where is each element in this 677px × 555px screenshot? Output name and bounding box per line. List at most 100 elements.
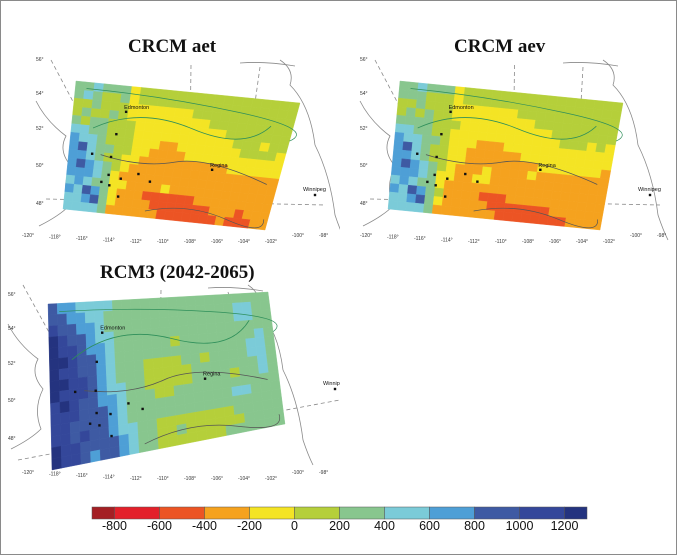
heatmap-cell bbox=[459, 198, 470, 209]
city-marker bbox=[107, 173, 110, 177]
heatmap-cell bbox=[556, 156, 568, 167]
heatmap-cell bbox=[142, 348, 154, 360]
heatmap-cell bbox=[478, 192, 489, 202]
heatmap-cell bbox=[154, 166, 166, 177]
heatmap-cell bbox=[601, 109, 613, 120]
heatmap-cell bbox=[452, 180, 464, 191]
city-marker bbox=[110, 434, 113, 438]
heatmap-cell bbox=[461, 181, 473, 192]
heatmap-cell bbox=[517, 170, 529, 180]
heatmap-cell bbox=[58, 346, 69, 359]
heatmap-cell bbox=[534, 180, 545, 191]
heatmap-cell bbox=[194, 295, 205, 306]
river-north-saskatchewan bbox=[417, 117, 597, 140]
map-panel-crcm-aet: 56° 54° 52° 50° 48° -120° -118° -116° -114° -112°… bbox=[22, 57, 340, 245]
heatmap-cell bbox=[80, 193, 91, 204]
heatmap-cell bbox=[123, 350, 135, 363]
heatmap-cell bbox=[69, 399, 80, 413]
heatmap-cell bbox=[202, 380, 213, 392]
heatmap-cell bbox=[212, 388, 224, 400]
heatmap-cell bbox=[70, 431, 81, 445]
heatmap-cell bbox=[547, 95, 559, 106]
heatmap-cell bbox=[497, 185, 508, 196]
heatmap-cell bbox=[226, 339, 238, 351]
heatmap-cell bbox=[417, 82, 429, 93]
heatmap-cell bbox=[167, 435, 179, 448]
heatmap-cell bbox=[531, 197, 543, 208]
heatmap-cell bbox=[194, 410, 206, 423]
heatmap-cell bbox=[424, 100, 436, 111]
heatmap-cell bbox=[473, 157, 485, 167]
heatmap-cell bbox=[99, 447, 111, 461]
heatmap-cell bbox=[170, 124, 182, 135]
heatmap-cell bbox=[151, 347, 163, 359]
heatmap-cell bbox=[133, 359, 145, 372]
heatmap-cell bbox=[241, 301, 253, 312]
heatmap-cell bbox=[587, 185, 599, 196]
heatmap-cell bbox=[147, 157, 158, 167]
heatmap-cell bbox=[83, 90, 94, 101]
heatmap-cell bbox=[109, 101, 121, 112]
heatmap-cell bbox=[67, 334, 78, 347]
heatmap-cell bbox=[116, 119, 128, 130]
heatmap-cell bbox=[120, 154, 132, 165]
heatmap-cell bbox=[501, 151, 513, 162]
colorbar-tick-label: 0 bbox=[291, 519, 298, 533]
lon-tick-label: -100° bbox=[292, 233, 304, 239]
heatmap-cell bbox=[120, 93, 131, 104]
heatmap-cell bbox=[446, 154, 458, 165]
heatmap-cell bbox=[168, 316, 179, 328]
heatmap-cell bbox=[565, 97, 577, 108]
heatmap-cell bbox=[593, 203, 605, 214]
heatmap-cell bbox=[124, 128, 136, 139]
heatmap-cell bbox=[436, 162, 448, 172]
heatmap-cell bbox=[152, 175, 164, 185]
heatmap-cell bbox=[482, 89, 494, 99]
heatmap-cell bbox=[489, 175, 501, 186]
heatmap-cell bbox=[455, 155, 467, 166]
heatmap-cell bbox=[543, 181, 554, 192]
heatmap-cell bbox=[411, 142, 422, 153]
heatmap-cell bbox=[121, 145, 133, 156]
heatmap-cell bbox=[164, 106, 176, 117]
lon-tick-label: -104° bbox=[238, 476, 250, 480]
heatmap-cell bbox=[537, 94, 549, 105]
heatmap-cell bbox=[535, 171, 547, 182]
heatmap-cell bbox=[137, 420, 149, 433]
heatmap-cell bbox=[557, 148, 569, 158]
heatmap-cell bbox=[157, 436, 169, 450]
heatmap-cell bbox=[116, 392, 128, 405]
heatmap-cell bbox=[427, 161, 439, 171]
heatmap-cell bbox=[416, 91, 428, 102]
heatmap-cell bbox=[114, 136, 125, 147]
heatmap-cell bbox=[522, 196, 534, 207]
heatmap-cell bbox=[67, 149, 79, 159]
heatmap-cell bbox=[183, 383, 194, 395]
heatmap-cell bbox=[74, 167, 85, 177]
city-marker bbox=[73, 390, 77, 394]
river-south-saskatchewan bbox=[425, 154, 598, 185]
heatmap-cell bbox=[148, 148, 160, 159]
colorbar-segment bbox=[519, 506, 565, 520]
heatmap-cell bbox=[75, 312, 86, 325]
city-marker bbox=[313, 193, 317, 197]
heatmap-cell bbox=[498, 176, 510, 187]
heatmap-cell bbox=[114, 196, 125, 207]
heatmap-cell bbox=[85, 322, 96, 335]
heatmap-cell bbox=[575, 149, 587, 160]
heatmap-cell bbox=[139, 298, 150, 310]
heatmap-cell bbox=[574, 98, 587, 109]
city-label: Winnipeg bbox=[323, 381, 340, 387]
lat-tick-label: 48° bbox=[8, 436, 16, 442]
heatmap-cell bbox=[416, 185, 427, 196]
heatmap-cell bbox=[191, 372, 203, 384]
heatmap-cell bbox=[394, 131, 405, 142]
heatmap-cell bbox=[161, 175, 173, 186]
heatmap-cell bbox=[570, 123, 582, 134]
heatmap-cell bbox=[128, 442, 140, 455]
heatmap-cell bbox=[247, 355, 259, 367]
heatmap-cell bbox=[151, 337, 162, 349]
heatmap-cell bbox=[105, 362, 117, 375]
heatmap-cell bbox=[513, 135, 525, 146]
heatmap-cell bbox=[568, 140, 580, 151]
